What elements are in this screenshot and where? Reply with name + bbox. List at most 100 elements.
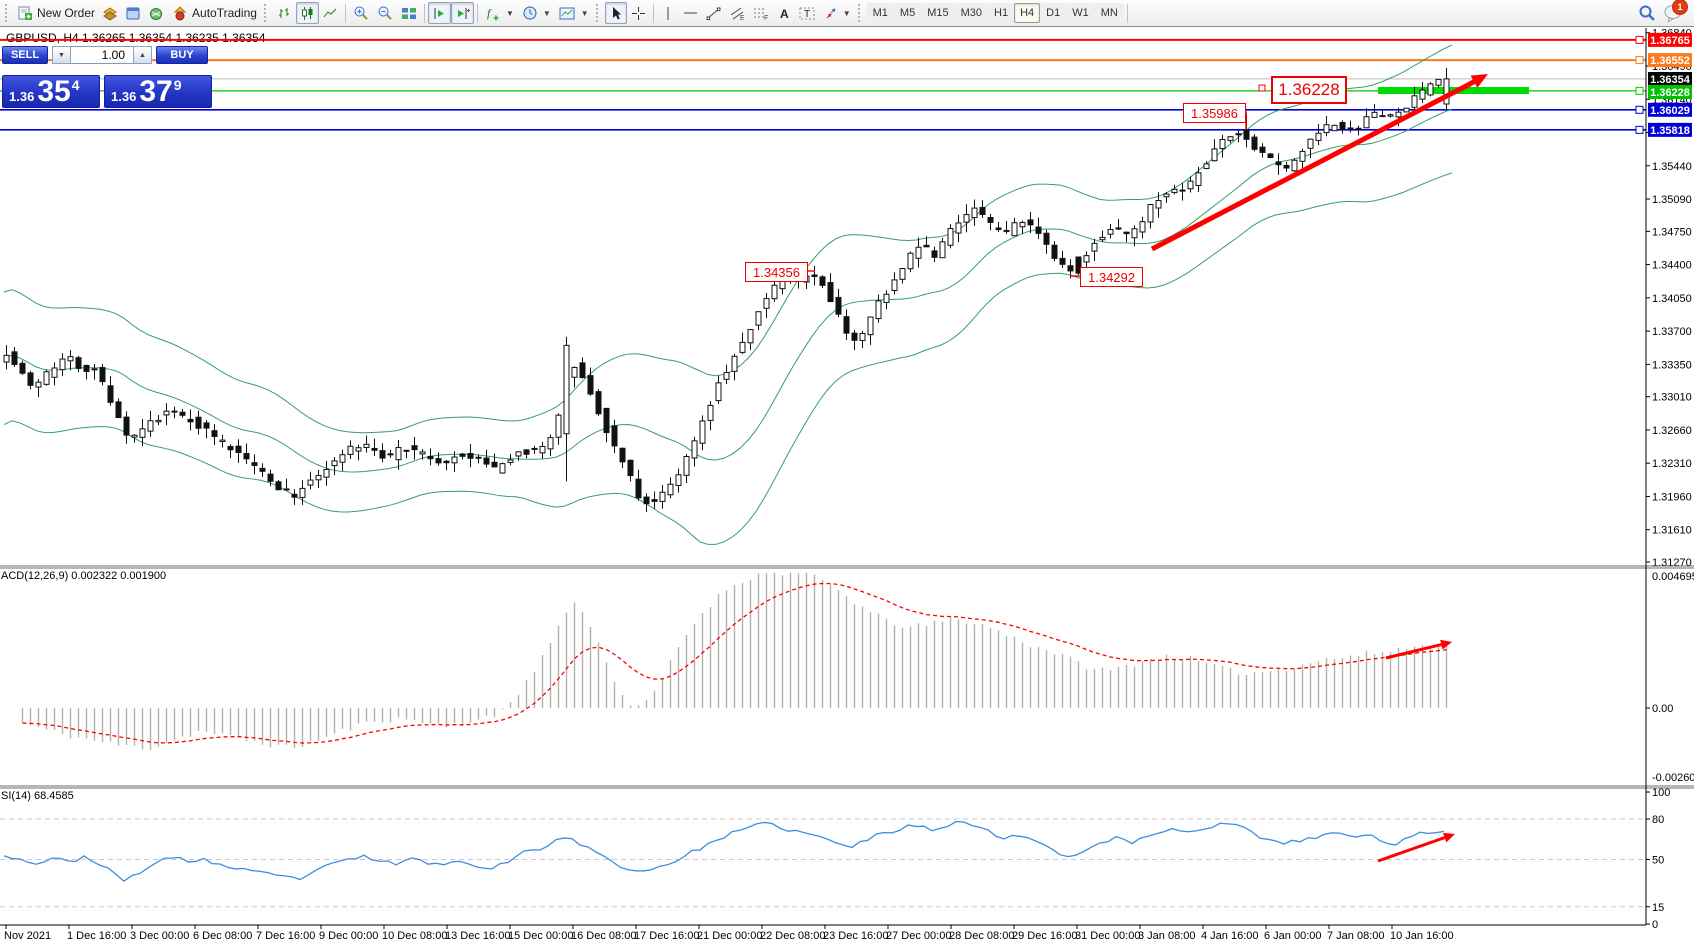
buy-price-main: 37	[139, 74, 173, 108]
notifications-button[interactable]: 1	[1664, 0, 1688, 24]
price-label: 1.36552	[1650, 55, 1690, 67]
sell-price-box[interactable]: 1.36 35 4	[2, 75, 100, 108]
time-axis-label: 22 Dec 08:00	[760, 930, 825, 942]
tile-windows-button[interactable]	[397, 2, 421, 24]
buy-price-box[interactable]: 1.36 37 9	[104, 75, 212, 108]
volume-decrease-button[interactable]: ▼	[52, 46, 71, 64]
price-annotation[interactable]: 1.36228	[1271, 76, 1347, 104]
crosshair-button[interactable]	[627, 2, 650, 24]
chevron-down-icon: ▼	[542, 8, 551, 18]
horizontal-line-button[interactable]	[679, 2, 702, 24]
new-order-button[interactable]: New Order	[14, 2, 99, 24]
timeframe-m5[interactable]: M5	[893, 3, 922, 23]
timeframe-mn[interactable]: MN	[1094, 3, 1124, 23]
time-axis-label: 23 Dec 16:00	[823, 930, 888, 942]
zoom-in-button[interactable]	[349, 2, 373, 24]
price-tick: 1.35090	[1652, 194, 1692, 206]
macd-scale-min: -0.002602	[1652, 772, 1694, 784]
auto-scroll-button[interactable]	[427, 2, 451, 24]
toolbar-grip[interactable]	[263, 4, 269, 22]
trendline-button[interactable]	[702, 2, 725, 24]
toolbar-grip[interactable]	[857, 4, 863, 22]
time-axis-label: 4 Jan 16:00	[1201, 930, 1259, 942]
price-tick: 1.32310	[1652, 458, 1692, 470]
volume-input[interactable]: 1.00	[71, 46, 133, 64]
candlestick-chart-icon	[300, 6, 315, 21]
timeframe-w1[interactable]: W1	[1066, 3, 1095, 23]
zoom-in-icon	[353, 5, 369, 21]
indicators-button[interactable]: f ▼	[481, 2, 518, 24]
candlestick-chart-button[interactable]	[295, 2, 319, 24]
time-axis-label: 10 Jan 16:00	[1390, 930, 1454, 942]
line-chart-icon	[323, 6, 338, 21]
data-window-button[interactable]	[122, 2, 145, 24]
one-click-trading-panel: SELL ▼ 1.00 ▲ BUY 1.36 35 4 1.36 37 9	[2, 46, 212, 108]
vertical-line-button[interactable]	[657, 2, 679, 24]
price-label: 1.36765	[1650, 35, 1690, 47]
timeframe-m1[interactable]: M1	[866, 3, 894, 23]
fibonacci-button[interactable]: F	[749, 2, 773, 24]
time-axis-label: 10 Dec 08:00	[382, 930, 447, 942]
horizontal-line-icon	[683, 8, 698, 18]
rsi-scale-label: 50	[1652, 855, 1664, 867]
autotrading-button[interactable]: AutoTrading	[168, 2, 261, 24]
price-label: 1.36354	[1650, 74, 1691, 86]
bar-chart-button[interactable]	[273, 2, 296, 24]
price-tick: 1.34050	[1652, 293, 1692, 305]
search-icon[interactable]	[1638, 4, 1656, 22]
crosshair-icon	[631, 6, 646, 21]
time-axis-label: 17 Dec 16:00	[634, 930, 699, 942]
macd-scale-zero: 0.00	[1652, 703, 1673, 715]
arrows-icon	[823, 6, 838, 21]
tile-windows-icon	[401, 6, 417, 21]
rsi-indicator-label: SI(14) 68.4585	[1, 790, 74, 802]
equidistant-channel-button[interactable]: E	[725, 2, 749, 24]
notification-badge: 1	[1672, 0, 1688, 15]
timeframe-m15[interactable]: M15	[921, 3, 955, 23]
text-label-button[interactable]: T	[795, 2, 819, 24]
volume-increase-button[interactable]: ▲	[133, 46, 152, 64]
chart-shift-button[interactable]	[450, 2, 474, 24]
charts-stack-button[interactable]	[99, 2, 122, 24]
sell-button[interactable]: SELL	[2, 46, 48, 64]
zoom-out-button[interactable]	[373, 2, 397, 24]
chevron-down-icon: ▼	[580, 8, 589, 18]
price-label-badge	[1648, 85, 1692, 99]
toolbar-grip[interactable]	[5, 4, 10, 22]
cursor-button[interactable]	[604, 2, 627, 24]
macd-scale-max: 0.004695	[1652, 571, 1694, 583]
price-annotation[interactable]: 1.34292	[1080, 267, 1143, 287]
time-axis-label: 31 Dec 00:00	[1075, 930, 1140, 942]
timeframe-h4[interactable]: H4	[1014, 3, 1041, 23]
price-annotation[interactable]: 1.34356	[745, 262, 808, 282]
rsi-line	[3, 820, 1445, 883]
arrows-button[interactable]: ▼	[819, 2, 855, 24]
price-tick: 1.34750	[1652, 226, 1692, 238]
indicators-icon: f	[485, 6, 501, 21]
price-tick: 1.35440	[1652, 161, 1692, 173]
line-chart-button[interactable]	[319, 2, 342, 24]
toolbar-grip[interactable]	[595, 4, 601, 22]
timeframe-d1[interactable]: D1	[1040, 3, 1067, 23]
time-axis-label: 9 Dec 00:00	[319, 930, 378, 942]
svg-text:E: E	[740, 15, 745, 21]
line-anchor-square	[1635, 56, 1644, 65]
connection-button[interactable]	[145, 2, 168, 24]
timeframe-h1[interactable]: H1	[988, 3, 1015, 23]
price-label-badge	[1648, 32, 1692, 47]
templates-button[interactable]: ▼	[555, 2, 593, 24]
timeframe-m30[interactable]: M30	[954, 3, 989, 23]
buy-button[interactable]: BUY	[156, 46, 208, 64]
sell-price-pip: 4	[71, 77, 80, 93]
price-label-badge	[1648, 72, 1692, 86]
svg-text:f: f	[487, 6, 492, 20]
sell-price-main: 35	[37, 74, 71, 108]
text-button[interactable]: A	[773, 2, 795, 24]
periods-button[interactable]: ▼	[518, 2, 555, 24]
price-label-badge	[1648, 53, 1692, 68]
price-annotation[interactable]: 1.35986	[1183, 103, 1246, 123]
trend-arrow[interactable]	[1150, 82, 1470, 252]
time-axis-label: 3 Jan 08:00	[1138, 930, 1196, 942]
price-tick: 1.31960	[1652, 491, 1692, 503]
